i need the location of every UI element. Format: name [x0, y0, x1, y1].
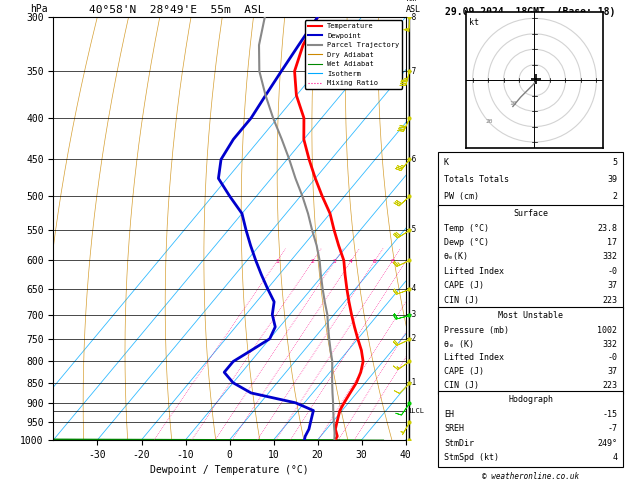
Text: 4: 4 — [612, 453, 617, 463]
Text: StmDir: StmDir — [444, 439, 474, 448]
Text: 5: 5 — [612, 158, 617, 167]
Text: StmSpd (kt): StmSpd (kt) — [444, 453, 499, 463]
Text: © weatheronline.co.uk: © weatheronline.co.uk — [482, 472, 579, 481]
Text: Temp (°C): Temp (°C) — [444, 224, 489, 233]
Text: –1: –1 — [407, 378, 416, 387]
Text: Dewp (°C): Dewp (°C) — [444, 238, 489, 247]
Text: 6: 6 — [373, 259, 377, 263]
Text: 23.8: 23.8 — [597, 224, 617, 233]
Text: –5: –5 — [407, 226, 416, 234]
Legend: Temperature, Dewpoint, Parcel Trajectory, Dry Adiabat, Wet Adiabat, Isotherm, Mi: Temperature, Dewpoint, Parcel Trajectory… — [305, 20, 402, 89]
X-axis label: Dewpoint / Temperature (°C): Dewpoint / Temperature (°C) — [150, 465, 309, 475]
Text: -7: -7 — [607, 424, 617, 434]
Text: 29.09.2024  18GMT  (Base: 18): 29.09.2024 18GMT (Base: 18) — [445, 7, 616, 17]
Text: –7: –7 — [407, 67, 416, 76]
Text: 2: 2 — [311, 259, 314, 263]
Text: 249°: 249° — [597, 439, 617, 448]
Text: CIN (J): CIN (J) — [444, 295, 479, 305]
Text: 3: 3 — [333, 259, 337, 263]
Text: 4: 4 — [349, 259, 353, 263]
Bar — [438, 152, 623, 207]
Text: K: K — [444, 158, 449, 167]
Text: CAPE (J): CAPE (J) — [444, 281, 484, 290]
Text: –6: –6 — [407, 155, 416, 164]
Text: km
ASL: km ASL — [406, 0, 421, 14]
Text: Lifted Index: Lifted Index — [444, 353, 504, 363]
Text: CAPE (J): CAPE (J) — [444, 367, 484, 376]
Text: Surface: Surface — [513, 209, 548, 218]
Text: Hodograph: Hodograph — [508, 395, 553, 404]
Text: –8: –8 — [407, 13, 416, 21]
Bar — [438, 205, 623, 309]
Text: –4: –4 — [407, 284, 416, 293]
Text: SREH: SREH — [444, 424, 464, 434]
Text: CIN (J): CIN (J) — [444, 381, 479, 390]
Text: 223: 223 — [602, 381, 617, 390]
Text: -0: -0 — [607, 353, 617, 363]
Text: 332: 332 — [602, 252, 617, 261]
Text: 17: 17 — [607, 238, 617, 247]
Text: θₑ(K): θₑ(K) — [444, 252, 469, 261]
Text: Most Unstable: Most Unstable — [498, 311, 563, 320]
Text: 1: 1 — [275, 259, 279, 263]
Text: 8: 8 — [390, 259, 394, 263]
Bar — [438, 307, 623, 394]
Text: –2: –2 — [407, 334, 416, 343]
Text: 223: 223 — [602, 295, 617, 305]
Text: -15: -15 — [602, 410, 617, 419]
Text: 332: 332 — [602, 340, 617, 348]
Text: Lifted Index: Lifted Index — [444, 267, 504, 276]
Text: hPa: hPa — [31, 3, 48, 14]
Bar — [438, 391, 623, 467]
Text: 2: 2 — [612, 191, 617, 201]
Text: Pressure (mb): Pressure (mb) — [444, 326, 509, 335]
Text: 1002: 1002 — [597, 326, 617, 335]
Text: θₑ (K): θₑ (K) — [444, 340, 474, 348]
Text: PW (cm): PW (cm) — [444, 191, 479, 201]
Text: –3: –3 — [407, 310, 416, 319]
Text: -0: -0 — [607, 267, 617, 276]
Title: 40°58'N  28°49'E  55m  ASL: 40°58'N 28°49'E 55m ASL — [89, 5, 265, 15]
Text: EH: EH — [444, 410, 454, 419]
Text: Totals Totals: Totals Totals — [444, 175, 509, 184]
Text: 1LCL: 1LCL — [407, 408, 424, 414]
Text: 37: 37 — [607, 367, 617, 376]
Text: 39: 39 — [607, 175, 617, 184]
Text: 37: 37 — [607, 281, 617, 290]
